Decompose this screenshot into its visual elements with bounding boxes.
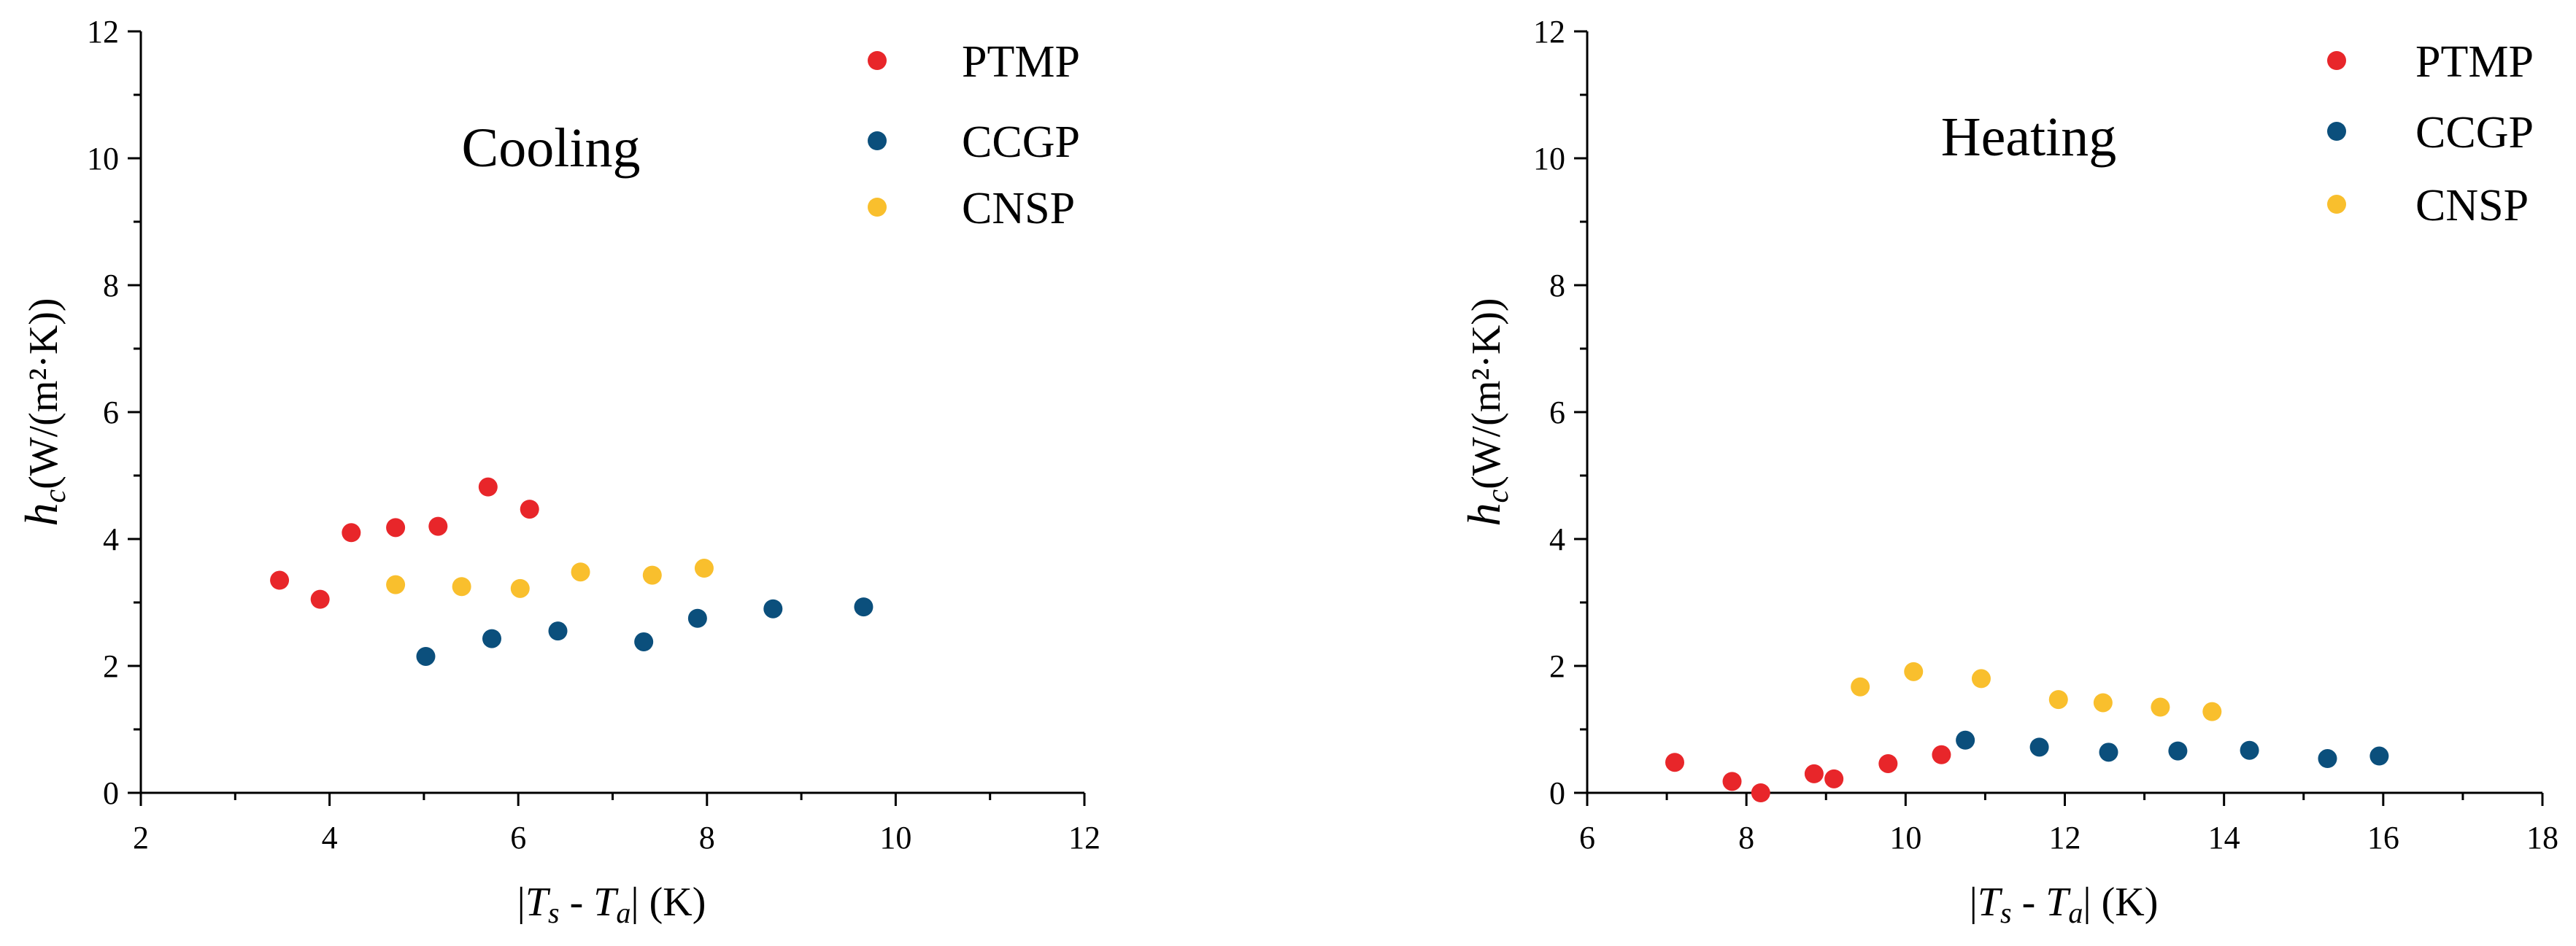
data-point xyxy=(482,629,501,648)
y-tick-label: 8 xyxy=(1549,268,1565,303)
data-point xyxy=(694,559,714,578)
y-axis-label: hc(W/(m²·K)) xyxy=(15,298,72,526)
data-point xyxy=(571,562,590,582)
y-tick-label: 6 xyxy=(1549,395,1565,430)
data-point xyxy=(2099,743,2118,762)
y-tick-label: 6 xyxy=(103,395,119,430)
y-tick-label: 0 xyxy=(103,775,119,811)
series-ptmp xyxy=(1665,745,1951,802)
data-point xyxy=(2369,746,2389,766)
legend-label: CCGP xyxy=(962,117,1080,167)
data-point xyxy=(1851,677,1870,697)
data-point xyxy=(687,608,707,628)
series-cnsp xyxy=(386,559,714,598)
y-tick-label: 10 xyxy=(1533,141,1565,177)
data-point xyxy=(416,646,436,666)
y-tick-label: 10 xyxy=(87,141,119,177)
data-point xyxy=(1665,753,1684,772)
x-axis-label: |Ts - Ta| (K) xyxy=(517,880,706,929)
data-point xyxy=(763,599,783,619)
data-point xyxy=(386,518,406,538)
y-axis-label: hc(W/(m²·K)) xyxy=(1458,298,1515,526)
y-tick-label: 0 xyxy=(1549,775,1565,811)
data-point xyxy=(854,597,874,617)
y-tick-label: 2 xyxy=(103,648,119,684)
y-tick-label: 4 xyxy=(103,522,119,557)
x-tick-label: 2 xyxy=(133,820,149,856)
data-point xyxy=(642,565,662,585)
data-point xyxy=(1804,764,1824,783)
x-tick-label: 10 xyxy=(879,820,911,856)
y-tick-label: 12 xyxy=(87,14,119,50)
legend-label: CNSP xyxy=(962,184,1075,233)
panel-title: Cooling xyxy=(462,117,641,179)
data-point xyxy=(478,477,498,497)
x-tick-label: 14 xyxy=(2208,820,2240,856)
legend-label: PTMP xyxy=(962,37,1080,87)
legend-marker xyxy=(868,51,887,70)
legend-marker xyxy=(868,198,887,217)
data-point xyxy=(2151,697,2170,717)
data-point xyxy=(1904,662,1924,681)
x-tick-label: 10 xyxy=(1889,820,1921,856)
y-tick-label: 8 xyxy=(103,268,119,303)
x-axis-label: |Ts - Ta| (K) xyxy=(1970,880,2159,929)
legend-marker xyxy=(2327,122,2346,141)
x-tick-label: 12 xyxy=(2049,820,2081,856)
y-tick-label: 12 xyxy=(1533,14,1565,50)
series-ptmp xyxy=(270,477,539,609)
legend-label: PTMP xyxy=(2415,37,2534,87)
legend-marker xyxy=(868,131,887,150)
x-tick-label: 8 xyxy=(1738,820,1754,856)
data-point xyxy=(452,577,471,597)
data-point xyxy=(342,523,361,543)
data-point xyxy=(2240,740,2259,760)
data-point xyxy=(1971,669,1991,689)
data-point xyxy=(270,570,290,590)
legend-label: CNSP xyxy=(2415,181,2529,230)
x-tick-label: 12 xyxy=(1068,820,1100,856)
legend-label: CCGP xyxy=(2415,108,2534,158)
series-ccgp xyxy=(1956,730,2389,769)
data-point xyxy=(428,516,448,536)
x-tick-label: 4 xyxy=(322,820,338,856)
data-point xyxy=(2048,690,2068,710)
data-point xyxy=(310,589,330,609)
data-point xyxy=(1878,753,1898,773)
data-point xyxy=(520,500,539,519)
data-point xyxy=(1932,745,1951,764)
x-tick-label: 8 xyxy=(699,820,715,856)
series-ccgp xyxy=(416,597,874,666)
x-tick-label: 6 xyxy=(1579,820,1595,856)
data-point xyxy=(2168,741,2188,761)
x-tick-label: 6 xyxy=(510,820,526,856)
panel-title: Heating xyxy=(1941,106,2117,168)
data-point xyxy=(2029,737,2049,757)
data-point xyxy=(1956,730,1975,750)
legend-marker xyxy=(2327,51,2346,70)
y-tick-label: 4 xyxy=(1549,522,1565,557)
data-point xyxy=(2318,749,2337,769)
data-point xyxy=(1751,783,1770,802)
data-point xyxy=(1722,772,1742,791)
x-tick-label: 16 xyxy=(2367,820,2399,856)
data-point xyxy=(1824,769,1844,788)
legend-marker xyxy=(2327,195,2346,214)
series-cnsp xyxy=(1851,662,2222,721)
chart-heating: 6 8 10 12 14 16 18 0 2 4 6 8 10 12 Heating |Ts - Ta| (K… xyxy=(1458,14,2558,929)
y-tick-label: 2 xyxy=(1549,648,1565,684)
data-point xyxy=(2202,702,2222,721)
data-point xyxy=(386,575,406,594)
data-point xyxy=(2093,693,2113,713)
x-tick-label: 18 xyxy=(2526,820,2558,856)
data-point xyxy=(634,632,654,651)
data-point xyxy=(510,578,530,598)
data-point xyxy=(548,621,568,641)
